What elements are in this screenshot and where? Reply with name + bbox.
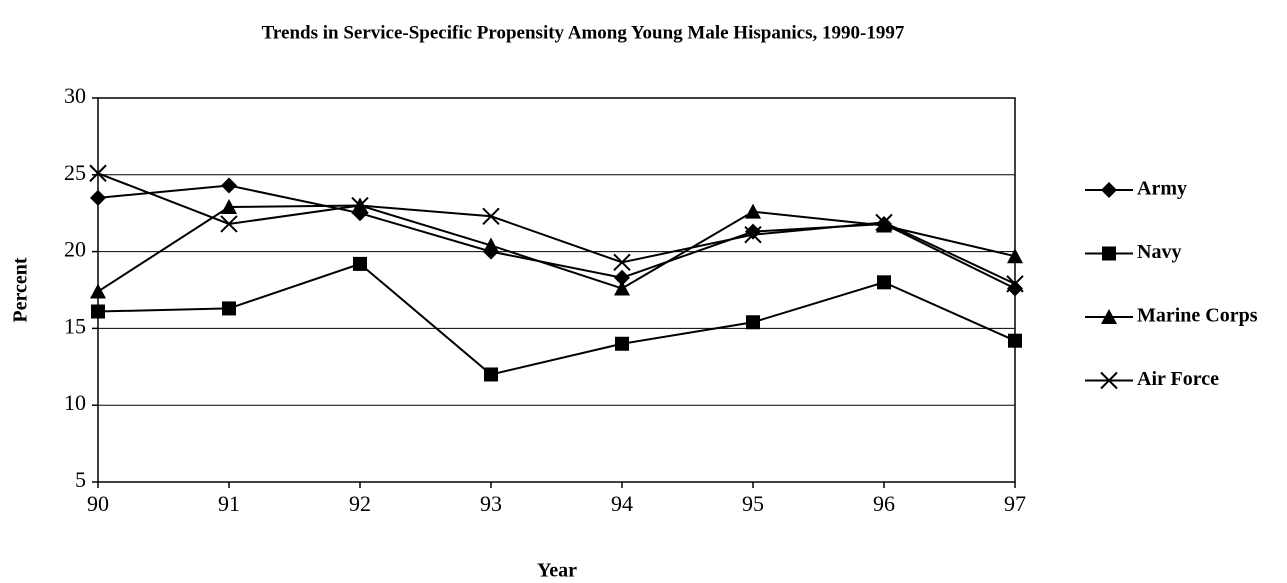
legend-label: Army [1137,178,1187,200]
y-tick-label: 5 [75,467,86,492]
legend-label: Marine Corps [1137,305,1258,327]
series-line [97,204,1016,293]
x-tick-label: 91 [218,491,240,516]
data-point [876,217,892,233]
y-tick-label: 30 [64,83,86,108]
x-tick-label: 95 [742,491,764,516]
x-tick-label: 94 [611,491,633,516]
data-point [746,315,760,330]
legend-marker [1101,309,1117,324]
data-point [1006,275,1024,293]
data-point [222,301,236,316]
legend-marker [1101,182,1117,198]
data-point [615,336,629,351]
data-point [613,253,631,272]
legend-label: Air Force [1137,368,1219,390]
x-axis-label: Year [537,560,577,582]
data-point [745,203,761,219]
legend-marker [1100,371,1118,390]
data-point [745,223,761,240]
data-point [877,275,891,290]
data-point [614,269,630,286]
x-tick-label: 92 [349,491,371,516]
data-point [875,213,893,232]
data-point [1007,248,1023,264]
y-tick-label: 10 [64,390,86,415]
data-point [90,189,106,206]
y-axis-label: Percent [10,257,32,322]
data-point [484,367,498,382]
data-point [351,196,369,215]
y-tick-label: 15 [64,313,86,338]
data-point [90,283,106,299]
data-point [483,237,499,253]
data-point [614,280,630,296]
data-point [1007,280,1023,297]
x-tick-label: 96 [873,491,895,516]
data-point [220,215,238,233]
series-line [97,262,1016,376]
y-tick-label: 20 [64,237,86,262]
x-tick-label: 90 [87,491,109,516]
x-tick-label: 97 [1004,491,1026,516]
data-point [221,199,237,215]
series-line [97,184,1016,290]
data-point [744,225,762,244]
data-point [91,304,105,319]
x-tick-label: 93 [480,491,502,516]
legend-label: Navy [1137,241,1181,263]
data-point [1008,333,1022,348]
y-tick-label: 25 [64,160,86,185]
plot-frame [97,97,1016,483]
series-line [97,172,1016,285]
data-point [482,207,500,225]
data-point [353,256,367,271]
data-point [221,177,237,194]
chart-title: Trends in Service-Specific Propensity Am… [262,22,905,43]
legend-marker [1102,246,1116,261]
data-point [89,164,107,182]
